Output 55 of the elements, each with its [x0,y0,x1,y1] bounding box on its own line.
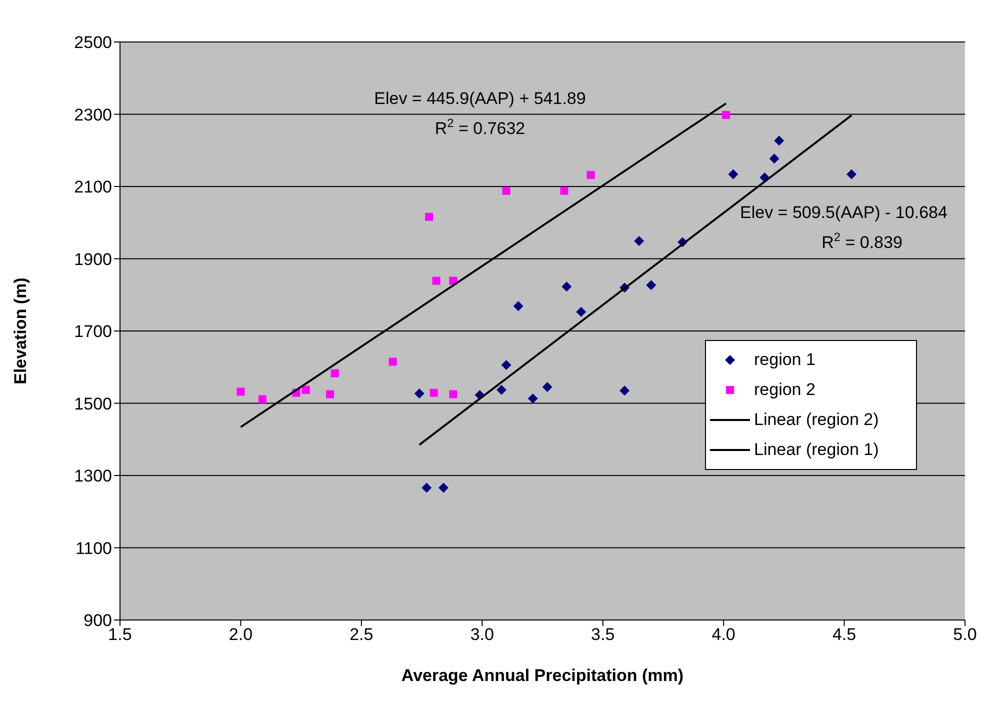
legend-label: region 1 [754,350,816,370]
point [722,110,730,119]
point [326,390,334,398]
point [414,388,424,398]
y-tick-label: 2500 [74,33,112,52]
point [449,390,458,398]
point [388,358,397,366]
point [560,186,568,195]
point [846,169,857,180]
point [438,482,449,493]
point [302,386,310,394]
legend-label: Linear (region 1) [754,440,879,460]
x-tick-label: 2.0 [228,625,253,644]
point [586,170,595,179]
point [502,186,510,195]
y-tick-label: 1500 [74,394,112,414]
point [576,306,586,317]
point [620,386,630,396]
y-tick-label: 2300 [74,105,112,124]
point [634,236,644,246]
x-tick-label: 5.0 [953,625,977,644]
annotation: Elev = 509.5(AAP) - 10.684 R$^{2}$ = 0.839 [740,203,948,252]
x-tick-label: 2.5 [350,625,374,644]
y-tick-label: 1100 [75,538,112,558]
x-tick-label: 4.0 [712,625,736,644]
x-tick-label: 1.5 [108,625,132,644]
y-tick-label: 2100 [74,178,112,197]
y-axis-title: Elevation (m) [11,278,30,384]
point [425,212,434,221]
point [330,369,339,378]
point [528,394,538,404]
x-tick-label: 4.5 [832,625,856,644]
x-tick-label: 3.5 [591,625,615,644]
point [562,282,572,292]
annotation: Elev = 445.9(AAP) + 541.89 R$^{2}$ = 0.7632 [374,89,586,138]
point [513,301,524,312]
legend-label: region 2 [754,380,816,400]
point [646,280,656,290]
point [430,388,438,397]
point [258,395,266,404]
point [728,169,738,180]
x-axis-title: Average Annual Precipitation (mm) [401,666,684,685]
x-tick-label: 3.0 [470,625,494,644]
y-tick-label: 1700 [74,322,112,342]
y-tick-label: 1300 [74,466,112,486]
point [496,384,506,395]
point [236,388,245,396]
y-tick-label: 1900 [74,250,112,269]
point [774,136,784,146]
point [542,382,552,392]
point [769,154,780,164]
point [432,276,440,285]
legend-label: Linear (region 2) [754,410,879,430]
point [501,360,512,370]
point [422,482,432,493]
